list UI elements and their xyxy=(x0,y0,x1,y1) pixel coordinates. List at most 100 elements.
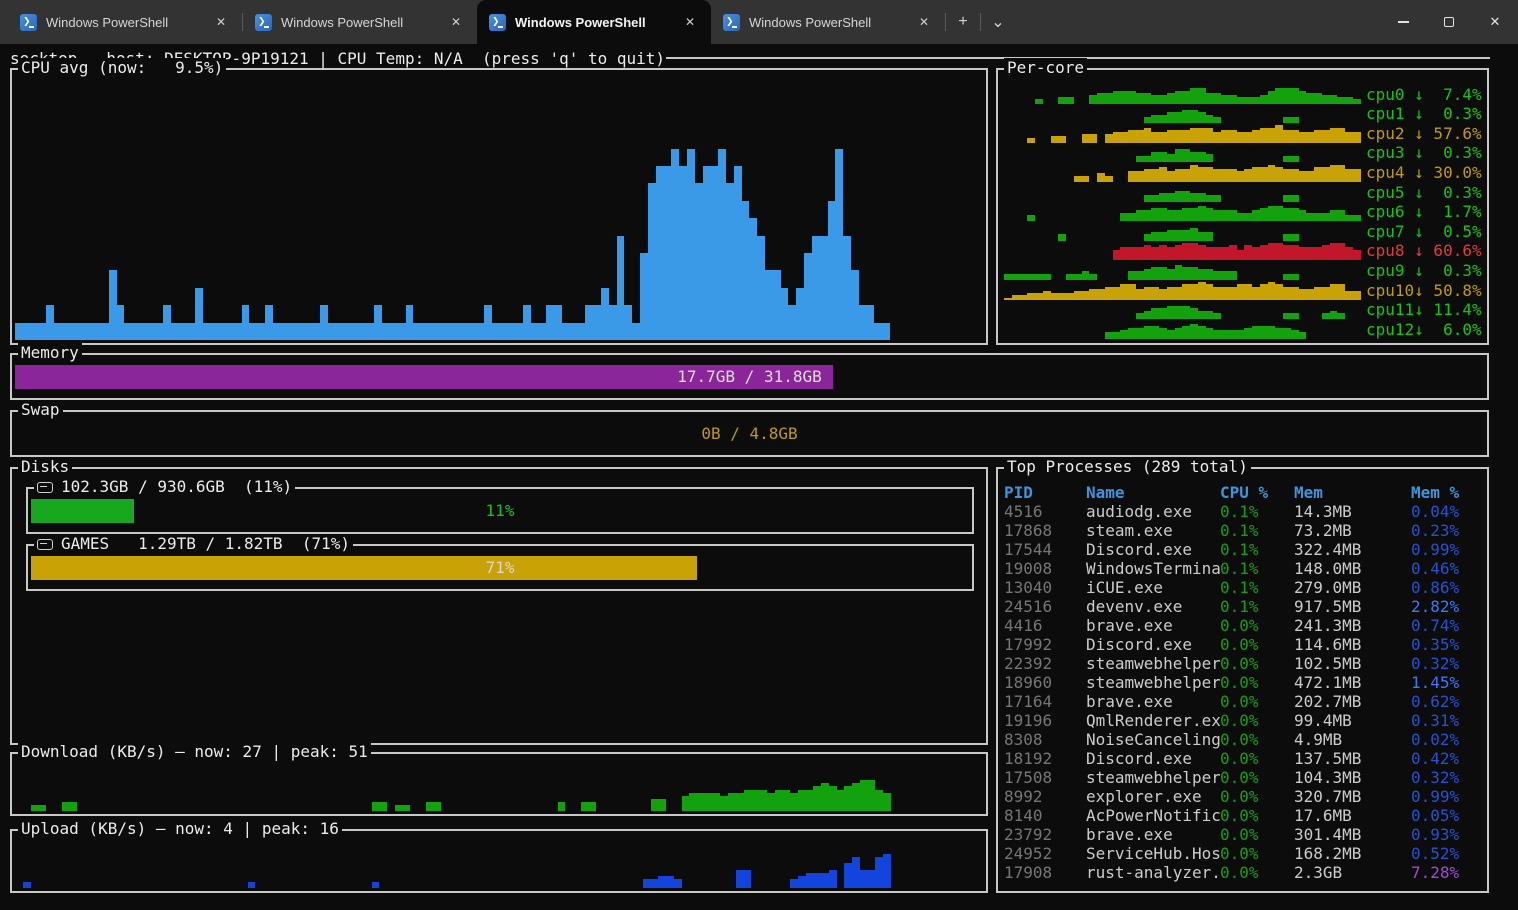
process-cell: 0.0% xyxy=(1220,711,1294,730)
process-cell: 0.0% xyxy=(1220,692,1294,711)
upload-title: Upload (KB/s) — now: 4 | peak: 16 xyxy=(18,819,342,839)
process-cell: 0.0% xyxy=(1220,787,1294,806)
process-cell: 0.32% xyxy=(1411,768,1483,787)
process-row: 17544Discord.exe0.1%322.4MB0.99% xyxy=(1004,540,1483,559)
process-row: 13040iCUE.exe0.1%279.0MB0.86% xyxy=(1004,578,1483,597)
process-cell: 23792 xyxy=(1004,825,1086,844)
process-cell: 0.0% xyxy=(1220,844,1294,863)
process-cell: 4516 xyxy=(1004,502,1086,521)
process-cell: rust-analyzer. xyxy=(1086,863,1220,882)
core-sparkline xyxy=(1004,123,1361,143)
process-cell: 8992 xyxy=(1004,787,1086,806)
process-cell: 202.7MB xyxy=(1294,692,1411,711)
process-row: 19196QmlRenderer.ex0.0%99.4MB0.31% xyxy=(1004,711,1483,730)
process-row: 8140AcPowerNotific0.0%17.6MB0.05% xyxy=(1004,806,1483,825)
minimize-icon xyxy=(1398,21,1409,23)
core-row-cpu5: cpu5 ↓ 0.3% xyxy=(1004,182,1483,202)
process-cell: brave.exe xyxy=(1086,616,1220,635)
process-cell: 0.0% xyxy=(1220,730,1294,749)
process-cell: 17992 xyxy=(1004,635,1086,654)
process-cell: 0.0% xyxy=(1220,863,1294,882)
process-row: 8992explorer.exe0.0%320.7MB0.99% xyxy=(1004,787,1483,806)
process-cell: 4416 xyxy=(1004,616,1086,635)
core-sparkline xyxy=(1004,162,1361,182)
process-cell: ServiceHub.Hos xyxy=(1086,844,1220,863)
new-tab-button[interactable]: + xyxy=(946,0,980,44)
core-row-cpu2: cpu2 ↓ 57.6% xyxy=(1004,123,1483,143)
core-sparkline xyxy=(1004,221,1361,241)
core-label: cpu3 ↓ 0.3% xyxy=(1366,143,1483,162)
core-row-cpu8: cpu8 ↓ 60.6% xyxy=(1004,241,1483,261)
core-row-cpu12: cpu12↓ 6.0% xyxy=(1004,319,1483,339)
process-cell: steamwebhelper xyxy=(1086,654,1220,673)
process-cell: 0.0% xyxy=(1220,806,1294,825)
process-cell: 0.99% xyxy=(1411,787,1483,806)
core-sparkline xyxy=(1004,202,1361,222)
process-cell: steamwebhelper xyxy=(1086,673,1220,692)
process-cell: 0.0% xyxy=(1220,749,1294,768)
process-cell: 17508 xyxy=(1004,768,1086,787)
process-cell: Discord.exe xyxy=(1086,749,1220,768)
disk-title-text: 102.3GB / 930.6GB (11%) xyxy=(61,477,292,497)
process-cell: 19196 xyxy=(1004,711,1086,730)
column-header: Mem xyxy=(1294,483,1411,502)
core-row-cpu6: cpu6 ↓ 1.7% xyxy=(1004,202,1483,222)
process-cell: 114.6MB xyxy=(1294,635,1411,654)
process-row: 4416brave.exe0.0%241.3MB0.74% xyxy=(1004,616,1483,635)
terminal-content: socktop — host: DESKTOP-9P19121 | CPU Te… xyxy=(0,44,1518,910)
process-cell: devenv.exe xyxy=(1086,597,1220,616)
tab-close-icon[interactable]: ✕ xyxy=(679,11,701,33)
process-cell: 0.31% xyxy=(1411,711,1483,730)
process-cell: 0.04% xyxy=(1411,502,1483,521)
tab-powershell-2[interactable]: Windows PowerShell ✕ xyxy=(243,0,477,44)
process-cell: brave.exe xyxy=(1086,825,1220,844)
process-row: 18192Discord.exe0.0%137.5MB0.42% xyxy=(1004,749,1483,768)
core-sparkline xyxy=(1004,280,1361,300)
process-cell: 0.35% xyxy=(1411,635,1483,654)
process-table: PIDNameCPU %MemMem %4516audiodg.exe0.1%1… xyxy=(998,469,1487,891)
process-row: 23792brave.exe0.0%301.4MB0.93% xyxy=(1004,825,1483,844)
tab-label: Windows PowerShell xyxy=(46,15,210,30)
disk-title: GAMES 1.29TB / 1.82TB (71%) xyxy=(34,534,353,554)
process-cell: 24516 xyxy=(1004,597,1086,616)
process-cell: steam.exe xyxy=(1086,521,1220,540)
process-cell: 0.1% xyxy=(1220,578,1294,597)
tab-close-icon[interactable]: ✕ xyxy=(445,11,467,33)
core-label: cpu5 ↓ 0.3% xyxy=(1366,183,1483,202)
disk-icon xyxy=(37,539,53,550)
tab-label: Windows PowerShell xyxy=(749,15,913,30)
disk-gauge-label: 71% xyxy=(31,556,969,580)
core-sparkline xyxy=(1004,241,1361,261)
process-cell: audiodg.exe xyxy=(1086,502,1220,521)
tab-close-icon[interactable]: ✕ xyxy=(913,11,935,33)
process-cell: 0.46% xyxy=(1411,559,1483,578)
process-cell: 0.1% xyxy=(1220,502,1294,521)
process-cell: steamwebhelper xyxy=(1086,768,1220,787)
core-row-cpu3: cpu3 ↓ 0.3% xyxy=(1004,143,1483,163)
tab-powershell-3-active[interactable]: Windows PowerShell ✕ xyxy=(477,0,711,44)
per-core-panel: Per-core cpu0 ↓ 7.4%cpu1 ↓ 0.3%cpu2 ↓ 57… xyxy=(996,68,1489,345)
process-cell: 2.82% xyxy=(1411,597,1483,616)
process-cell: 8140 xyxy=(1004,806,1086,825)
process-cell: 104.3MB xyxy=(1294,768,1411,787)
process-cell: 320.7MB xyxy=(1294,787,1411,806)
powershell-icon xyxy=(255,14,272,31)
download-panel: Download (KB/s) — now: 27 | peak: 51 xyxy=(10,752,988,816)
maximize-button[interactable] xyxy=(1426,0,1472,44)
minimize-button[interactable] xyxy=(1380,0,1426,44)
tab-powershell-1[interactable]: Windows PowerShell ✕ xyxy=(8,0,242,44)
window-controls: ✕ xyxy=(1380,0,1518,44)
process-cell: 17.6MB xyxy=(1294,806,1411,825)
process-cell: 13040 xyxy=(1004,578,1086,597)
tab-close-icon[interactable]: ✕ xyxy=(210,11,232,33)
core-sparkline xyxy=(1004,104,1361,124)
disk-icon xyxy=(37,482,53,493)
tab-dropdown-button[interactable]: ⌄ xyxy=(981,0,1015,44)
core-label: cpu12↓ 6.0% xyxy=(1366,320,1483,339)
process-cell: 0.99% xyxy=(1411,540,1483,559)
close-button[interactable]: ✕ xyxy=(1472,0,1518,44)
column-header: Name xyxy=(1086,483,1220,502)
process-cell: iCUE.exe xyxy=(1086,578,1220,597)
process-cell: 0.74% xyxy=(1411,616,1483,635)
tab-powershell-4[interactable]: Windows PowerShell ✕ xyxy=(711,0,945,44)
